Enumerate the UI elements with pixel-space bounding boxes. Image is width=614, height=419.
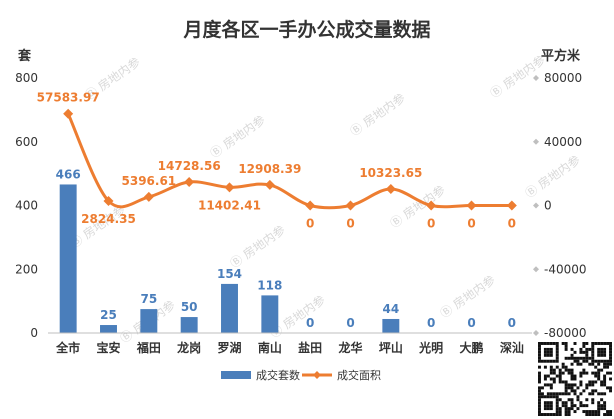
line-point xyxy=(143,191,154,202)
left-tick-label: 200 xyxy=(15,262,38,276)
category-label: 大鹏 xyxy=(459,340,483,355)
line-value-label: 0 xyxy=(467,217,475,231)
left-tick-label: 400 xyxy=(15,199,38,213)
bar xyxy=(221,283,238,333)
category-labels: 全市 宝安 福田 龙岗 罗湖 南山 盐田 龙华 坪山 光明 大鹏 深汕 xyxy=(55,340,524,355)
bar xyxy=(100,325,117,333)
bar-value-label: 154 xyxy=(217,267,242,281)
line-value-label: 14728.56 xyxy=(158,159,221,173)
category-label: 全市 xyxy=(55,340,80,355)
line-value-label: 0 xyxy=(508,217,516,231)
bar-data-labels: 466 25 75 50 154 118 0 0 44 0 0 0 xyxy=(56,167,516,330)
left-tick-label: 600 xyxy=(15,135,38,149)
legend-label: 成交面积 xyxy=(337,368,381,382)
right-tick-marker xyxy=(533,138,539,145)
watermark-text-10: Ⓑ 房地内参 xyxy=(437,272,498,321)
left-axis-ticks: 0 200 400 600 800 xyxy=(15,71,38,340)
line-point xyxy=(305,200,316,211)
bar xyxy=(140,309,158,333)
bar-value-label: 44 xyxy=(382,302,399,316)
bar xyxy=(261,295,279,333)
line-value-label: 12908.39 xyxy=(238,162,301,176)
category-label: 盐田 xyxy=(298,340,322,355)
line-point xyxy=(506,200,517,211)
legend: 成交套数 成交面积 xyxy=(221,368,381,382)
right-tick-label: 40000 xyxy=(544,135,582,149)
watermark-text-5: Ⓑ 房地内参 xyxy=(227,222,288,271)
left-tick-label: 0 xyxy=(30,326,38,340)
category-label: 坪山 xyxy=(379,340,403,355)
line-series xyxy=(63,108,517,211)
right-axis-unit: 平方米 xyxy=(541,48,581,64)
bar-value-label: 75 xyxy=(140,292,157,306)
category-label: 光明 xyxy=(418,340,443,355)
bar xyxy=(59,184,77,333)
watermark-text-7: Ⓑ 房地内参 xyxy=(522,152,583,201)
line-value-label: 0 xyxy=(427,217,435,231)
line-point xyxy=(426,200,437,211)
right-tick-marker xyxy=(533,330,539,336)
line-value-label: 10323.65 xyxy=(359,166,422,180)
bar-series xyxy=(59,184,400,333)
line-point xyxy=(345,200,356,211)
bar-value-label: 466 xyxy=(56,167,81,181)
category-label: 南山 xyxy=(258,340,282,355)
line-point xyxy=(184,177,195,188)
line-value-label: 2824.35 xyxy=(81,212,136,226)
legend-swatch-bar xyxy=(221,371,251,379)
line-value-label: 57583.97 xyxy=(37,91,100,105)
right-tick-label: -80000 xyxy=(544,326,587,340)
right-tick-marker xyxy=(533,75,539,81)
watermark-text-1: Ⓑ 房地内参 xyxy=(207,112,268,161)
line-point xyxy=(224,182,235,193)
category-label: 龙华 xyxy=(338,340,362,355)
bar xyxy=(382,318,400,333)
bar-value-label: 25 xyxy=(100,308,117,322)
category-label: 龙岗 xyxy=(177,340,201,355)
watermark-text-2: Ⓑ 房地内参 xyxy=(347,90,408,139)
right-tick-label: 0 xyxy=(544,199,552,213)
left-axis-unit: 套 xyxy=(17,48,32,64)
bar-value-label: 0 xyxy=(346,316,354,330)
bar-value-label: 0 xyxy=(427,316,435,330)
category-label: 福田 xyxy=(136,340,161,355)
bar-value-label: 0 xyxy=(467,316,475,330)
right-axis-ticks: -80000 -40000 0 40000 80000 xyxy=(533,71,587,340)
line-point xyxy=(264,179,275,190)
bar-value-label: 118 xyxy=(257,278,282,292)
line-value-label: 5396.61 xyxy=(122,174,177,188)
line-point xyxy=(466,200,477,211)
qr-code-icon xyxy=(538,342,612,416)
right-tick-label: 80000 xyxy=(544,71,582,85)
right-tick-marker xyxy=(533,202,539,209)
category-label: 罗湖 xyxy=(217,340,241,355)
line-value-label: 11402.41 xyxy=(198,198,261,212)
bar xyxy=(180,317,198,333)
category-label: 宝安 xyxy=(96,340,120,355)
line-point xyxy=(385,184,396,195)
chart-title: 月度各区一手办公成交量数据 xyxy=(182,18,430,41)
bar-value-label: 50 xyxy=(181,300,198,314)
right-tick-marker xyxy=(533,266,539,273)
line-point xyxy=(63,108,74,119)
category-label: 深汕 xyxy=(500,340,524,355)
line-point xyxy=(103,195,114,206)
bar-value-label: 0 xyxy=(306,316,314,330)
watermark-text-3: Ⓑ 房地内参 xyxy=(487,52,548,101)
legend-swatch-marker xyxy=(313,371,321,379)
bar-value-label: 0 xyxy=(508,316,516,330)
right-tick-label: -40000 xyxy=(544,262,587,276)
left-tick-label: 800 xyxy=(15,71,38,85)
line-value-label: 0 xyxy=(306,217,314,231)
legend-label: 成交套数 xyxy=(256,368,300,382)
line-value-label: 0 xyxy=(346,217,354,231)
